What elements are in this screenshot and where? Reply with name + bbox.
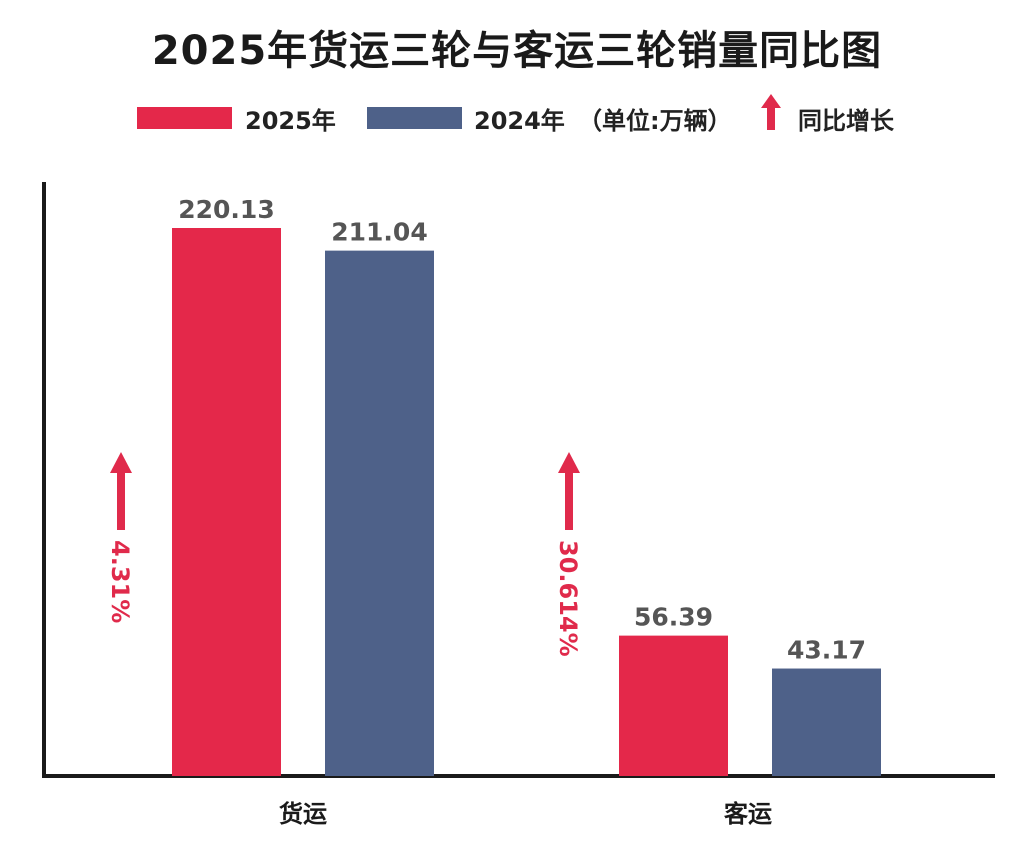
- category-label-0: 货运: [279, 800, 327, 828]
- growth-arrow-icon-0: [110, 452, 132, 473]
- growth-arrow-icon-1: [558, 452, 580, 473]
- legend-label-2025: 2025年: [245, 107, 336, 135]
- bar-2025-1: [619, 635, 728, 776]
- bar-2024-1: [772, 668, 881, 776]
- category-label-1: 客运: [724, 800, 772, 828]
- value-label-2024-1: 43.17: [787, 636, 866, 665]
- value-label-2025-1: 56.39: [634, 603, 713, 632]
- legend-swatch-2025: [137, 107, 232, 129]
- legend-growth-label: 同比增长: [798, 107, 894, 135]
- bar-2024-0: [325, 250, 434, 776]
- bar-2025-0: [172, 228, 281, 776]
- growth-label-1: 30.614%: [554, 540, 582, 657]
- legend-swatch-2024: [367, 107, 462, 129]
- value-label-2024-0: 211.04: [331, 218, 427, 247]
- legend-label-2024: 2024年: [474, 107, 565, 135]
- value-label-2025-0: 220.13: [178, 195, 274, 224]
- growth-label-0: 4.31%: [106, 540, 134, 623]
- legend-unit: （单位:万辆）: [578, 107, 732, 135]
- growth-arrow-shaft-0: [117, 472, 125, 530]
- chart-title: 2025年货运三轮与客运三轮销量同比图: [151, 28, 883, 74]
- growth-arrow-shaft-1: [565, 472, 573, 530]
- legend-growth-arrow-icon: [761, 94, 781, 130]
